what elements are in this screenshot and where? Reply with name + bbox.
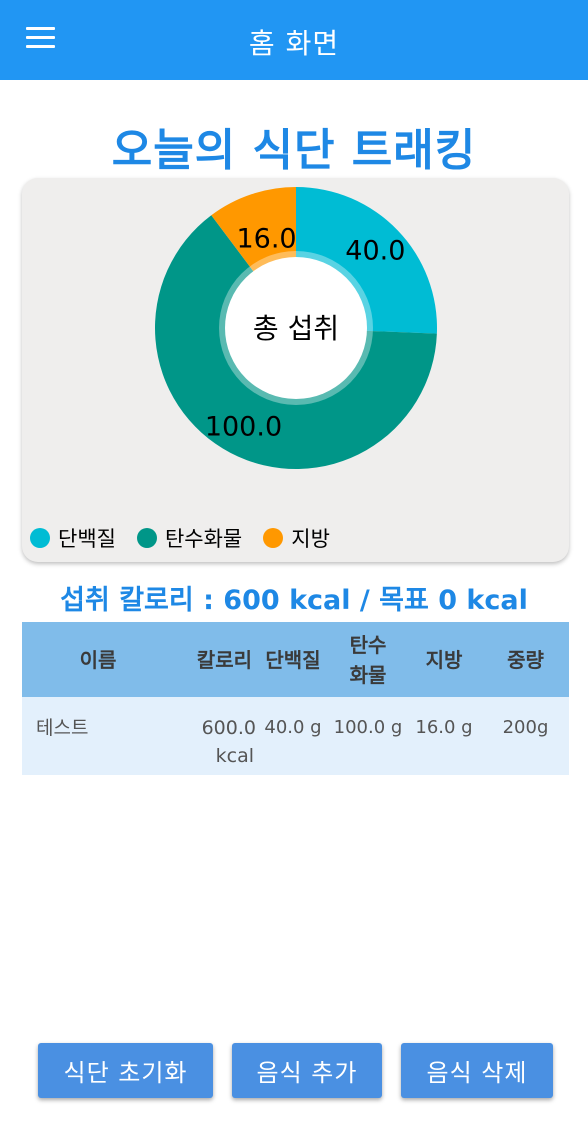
food-table: 이름 칼로리 단백질 탄수 화물 지방 중량 테스트 600.0 kcal 40… [22, 622, 569, 775]
calorie-summary: 섭취 칼로리 : 600 kcal / 목표 0 kcal [60, 585, 528, 616]
header-protein: 단백질 [265, 647, 321, 672]
header-calories: 칼로리 [196, 647, 252, 672]
add-food-button[interactable]: 음식 추가 [232, 1043, 382, 1098]
legend-item-1: 탄수화물 [136, 523, 243, 553]
header-name: 이름 [79, 647, 117, 672]
cell-calories-unit: kcal [215, 745, 254, 767]
header-weight: 중량 [507, 647, 544, 672]
legend-dot-icon [263, 528, 284, 548]
cell-protein: 40.0 g [264, 717, 322, 738]
chart-legend: 단백질 탄수화물 지방 [30, 523, 351, 553]
app-bar-title: 홈 화면 [248, 27, 340, 60]
delete-food-button[interactable]: 음식 삭제 [401, 1043, 553, 1098]
legend-label: 탄수화물 [164, 527, 243, 551]
pie-slice-1 [154, 215, 437, 469]
hamburger-menu-icon[interactable] [26, 27, 55, 49]
header-carbs: 탄수 화물 [330, 622, 406, 697]
legend-label: 단백질 [58, 527, 116, 551]
donut-center-hole [225, 257, 367, 399]
donut-center-label: 총 섭취 [253, 312, 339, 345]
legend-item-2: 지방 [263, 523, 330, 553]
header-carbs-line1: 탄수 [349, 632, 387, 657]
legend-item-0: 단백질 [30, 523, 116, 553]
pie-slice-label-1: 100.0 [205, 412, 282, 443]
cell-fat: 16.0 g [415, 717, 473, 738]
table-row[interactable]: 테스트 600.0 kcal 40.0 g 100.0 g 16.0 g 200… [22, 697, 569, 775]
cell-calories-value: 600.0 [201, 717, 256, 739]
pie-slice-0 [296, 187, 437, 334]
table-header-row: 이름 칼로리 단백질 탄수 화물 지방 중량 [22, 622, 569, 697]
pie-slice-label-2: 16.0 [236, 223, 296, 254]
legend-label: 지방 [291, 527, 330, 551]
cell-carbs: 100.0 g [333, 717, 403, 738]
header-carbs-line2: 화물 [349, 662, 387, 687]
macro-pie-chart: 40.0 100.0 16.0 총 섭취 [154, 187, 437, 469]
legend-dot-icon [136, 528, 157, 548]
pie-slice-2 [211, 187, 296, 278]
legend-dot-icon [30, 528, 50, 548]
cell-food-name: 테스트 [36, 717, 89, 739]
cell-weight: 200g [502, 717, 549, 738]
app-bar: 홈 화면 [0, 0, 588, 80]
macro-chart-card: 40.0 100.0 16.0 총 섭취 단백질 탄수화물 지방 [22, 178, 569, 562]
reset-diet-button[interactable]: 식단 초기화 [38, 1043, 213, 1098]
cell-calories: 600.0 kcal [174, 697, 256, 775]
pie-slice-label-0: 40.0 [345, 235, 405, 266]
page-title: 오늘의 식단 트래킹 [111, 125, 477, 176]
header-fat: 지방 [425, 647, 463, 672]
